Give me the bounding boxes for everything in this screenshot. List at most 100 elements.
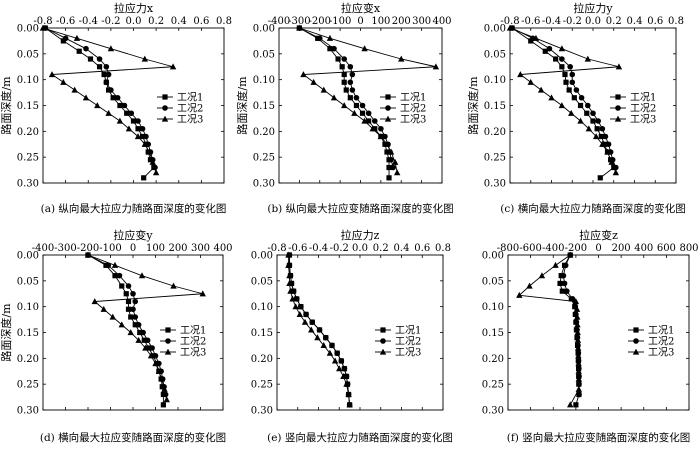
x-tick-label: 0.6 (647, 16, 663, 27)
data-point-series-1 (76, 48, 82, 54)
x-tick-label: 0.8 (435, 243, 451, 254)
x-axis-title: 拉应力z (341, 228, 380, 242)
legend-marker (379, 348, 387, 355)
data-point-series-2 (108, 87, 114, 93)
data-point-series-1 (141, 337, 147, 343)
data-point-series-3 (138, 272, 146, 279)
y-axis-title: 路面深度/m (466, 76, 480, 135)
legend-marker (162, 94, 168, 100)
data-point-series-2 (349, 71, 356, 78)
data-point-series-1 (553, 56, 559, 62)
data-point-series-3 (170, 282, 177, 289)
data-point-series-3 (331, 357, 339, 364)
data-point-series-1 (386, 164, 392, 171)
data-point-series-3 (73, 34, 81, 41)
data-point-series-1 (372, 126, 378, 132)
data-point-series-1 (353, 102, 360, 109)
data-point-series-3 (346, 401, 353, 408)
data-point-series-3 (361, 45, 368, 52)
x-tick-label: -100 (99, 243, 121, 254)
data-point-series-3 (147, 352, 155, 359)
x-tick-label: -400 (32, 243, 54, 254)
data-point-series-1 (341, 79, 347, 85)
data-point-series-1 (584, 110, 590, 116)
data-point-series-2 (605, 141, 612, 148)
data-point-series-1 (101, 71, 107, 78)
legend-marker (385, 105, 391, 111)
y-tick-label: 0.05 (484, 49, 506, 60)
y-tick-label: 0.05 (17, 49, 39, 60)
y-tick-label: 0.10 (17, 302, 39, 313)
data-point-series-1 (601, 141, 608, 147)
legend-marker (165, 338, 171, 344)
x-tick-label: -400 (268, 16, 290, 27)
data-point-series-3 (326, 349, 334, 356)
data-point-series-1 (128, 314, 134, 320)
legend-label: 工况1 (400, 92, 426, 104)
data-point-series-3 (301, 318, 309, 325)
data-point-series-3 (527, 78, 534, 85)
data-point-series-3 (82, 94, 90, 101)
data-point-series-3 (340, 373, 347, 380)
data-point-series-3 (608, 158, 615, 165)
x-tick-label: -0.6 (288, 243, 307, 254)
data-point-series-3 (134, 133, 142, 140)
legend-label: 工况3 (177, 114, 203, 126)
x-tick-label: 400 (213, 243, 232, 254)
data-point-series-1 (96, 64, 103, 70)
data-point-series-3 (91, 298, 98, 305)
legend-marker (165, 327, 171, 333)
y-tick-label: 0.15 (484, 101, 506, 112)
legend-label: 工况2 (395, 336, 421, 348)
data-point-series-3 (574, 344, 582, 351)
data-point-series-2 (139, 125, 146, 132)
data-point-series-3 (599, 140, 606, 147)
data-point-series-3 (552, 261, 559, 268)
panel-caption: (b) 纵向最大拉应变随路面深度的变化图 (267, 202, 453, 215)
data-point-series-3 (604, 148, 611, 155)
data-point-series-1 (146, 345, 152, 351)
x-tick-label: 0.4 (627, 16, 643, 27)
data-point-series-1 (590, 118, 596, 124)
x-tick-label: 300 (412, 16, 431, 27)
data-point-series-2 (62, 35, 69, 42)
data-point-series-3 (537, 86, 545, 93)
data-point-series-3 (567, 251, 574, 258)
data-point-series-1 (384, 149, 390, 155)
y-tick-label: 0.20 (17, 127, 39, 138)
data-point-series-3 (111, 261, 119, 268)
y-tick-label: 0.20 (17, 354, 39, 365)
legend-label: 工况3 (648, 347, 674, 359)
data-point-series-2 (567, 63, 573, 70)
data-point-series-2 (329, 342, 335, 349)
data-point-series-3 (575, 367, 582, 374)
y-tick-label: 0.10 (17, 75, 39, 86)
data-point-series-3 (152, 169, 160, 176)
data-point-series-1 (598, 133, 604, 140)
data-point-series-2 (303, 311, 309, 318)
data-point-series-2 (546, 45, 553, 52)
y-tick-label: 0.00 (484, 24, 506, 35)
data-point-series-3 (289, 295, 296, 302)
y-tick-label: 0.00 (253, 24, 275, 35)
data-point-series-2 (338, 358, 345, 364)
chart-panel-6: -800 -600 -400 -200 0 200 400 600 800 0.00 0.05 0.1… (482, 228, 699, 444)
data-point-series-2 (105, 262, 112, 269)
x-tick-label: 0.4 (171, 16, 187, 27)
legend-label: 工况3 (630, 114, 656, 126)
x-tick-label: 0.2 (606, 16, 622, 27)
data-point-series-2 (569, 296, 576, 302)
legend-marker (615, 105, 621, 111)
data-point-series-3 (314, 334, 321, 341)
legend-label: 工况2 (180, 336, 206, 348)
data-point-series-2 (585, 102, 591, 109)
data-point-series-2 (347, 63, 354, 70)
data-point-series-2 (388, 156, 394, 163)
data-point-series-1 (335, 56, 341, 62)
y-tick-label: 0.05 (482, 276, 504, 287)
data-point-series-3 (161, 385, 168, 392)
data-point-series-3 (345, 391, 352, 398)
